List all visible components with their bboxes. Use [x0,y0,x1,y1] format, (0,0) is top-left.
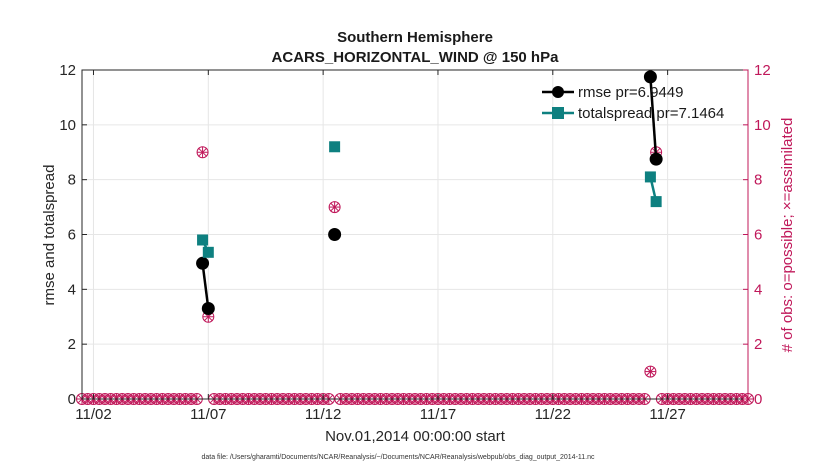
x-tick-label: 11/17 [420,406,456,423]
right-y-tick-label: 4 [754,281,762,298]
chart-title: Southern Hemisphere [337,29,493,46]
legend-rmse-label: rmse pr=6.9449 [578,84,683,101]
right-y-tick-label: 12 [754,62,771,79]
y-tick-label: 2 [68,336,76,353]
y-tick-label: 6 [68,227,76,244]
legend: rmse pr=6.9449 totalspread pr=7.1464 [542,84,724,122]
rmse-point [201,302,215,316]
rmse-point [328,228,342,241]
y-axis-ticks: 0 2 4 6 8 10 12 [59,62,87,408]
obs-assimilated-marker [197,146,209,158]
rmse-point [649,152,663,166]
right-y-tick-label: 2 [754,336,762,353]
y-tick-label: 8 [68,172,76,189]
y-axis-label: rmse and totalspread [41,165,58,306]
x-tick-label: 11/22 [535,406,571,423]
right-y-tick-label: 8 [754,172,762,189]
legend-totalspread-marker [552,107,564,119]
chart-subtitle: ACARS_HORIZONTAL_WIND @ 150 hPa [272,49,560,66]
data-file-footnote: data file: /Users/gharamti/Documents/NCA… [201,454,595,461]
legend-rmse-marker [552,86,564,98]
obs-assimilated-marker [329,201,341,213]
x-tick-label: 11/27 [649,406,685,423]
y-tick-label: 12 [59,62,76,79]
right-y-tick-label: 10 [754,117,771,134]
y-tick-label: 10 [59,117,76,134]
totalspread-point [197,234,209,246]
rmse-line [649,76,658,160]
right-y-axis-ticks: 0 2 4 6 8 10 12 [743,62,771,408]
totalspread-point [650,196,662,208]
rmse-point [196,256,210,270]
x-axis-ticks: 11/02 11/07 11/12 11/17 11/22 11/27 [75,70,686,423]
totalspread-point [644,171,656,183]
x-tick-label: 11/12 [305,406,341,423]
right-y-tick-label: 6 [754,227,762,244]
legend-totalspread-label: totalspread pr=7.1464 [578,105,724,122]
data-series [196,70,663,316]
obs-assimilated-marker [644,366,656,378]
right-y-axis-label: # of obs: o=possible; ×=assimilated [779,118,796,353]
x-tick-label: 11/07 [190,406,226,423]
rmse-line [201,263,210,309]
y-tick-label: 4 [68,281,76,298]
right-y-tick-label: 0 [754,391,762,408]
y-tick-label: 0 [68,391,76,408]
x-tick-label: 11/02 [75,406,111,423]
totalspread-point [329,141,341,153]
rmse-point [643,70,657,84]
x-axis-label: Nov.01,2014 00:00:00 start [325,428,506,445]
totalspread-point [202,246,214,258]
